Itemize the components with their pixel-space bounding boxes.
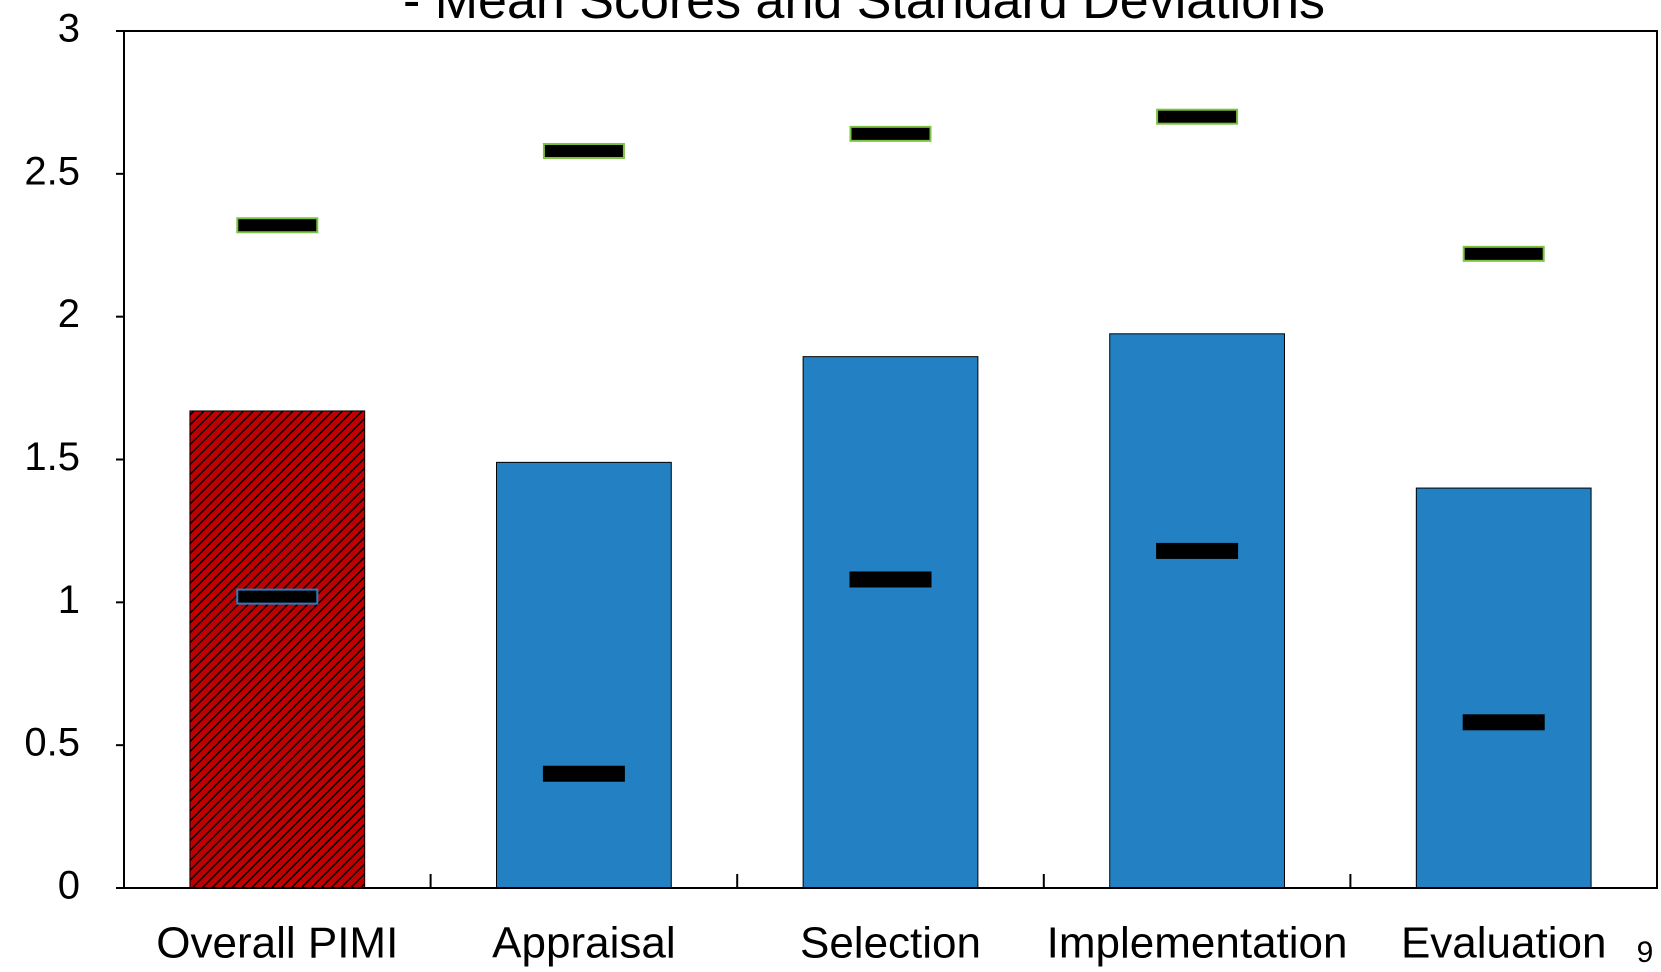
error-lower — [236, 588, 319, 605]
y-tick-label: 3 — [58, 7, 80, 51]
x-tick-label: Selection — [800, 919, 981, 968]
error-upper — [849, 125, 932, 142]
bar — [496, 461, 672, 889]
bar — [1109, 333, 1285, 889]
x-tick-label: Evaluation — [1401, 919, 1606, 968]
y-tick-label: 2 — [58, 292, 80, 336]
bar — [189, 410, 366, 889]
bar — [802, 356, 979, 889]
x-tick-label: Implementation — [1047, 919, 1348, 968]
x-tick-label: Overall PIMI — [156, 919, 398, 968]
chart-title: - Mean Scores and Standard Deviations — [403, 0, 1325, 30]
y-tick-label: 1 — [58, 578, 80, 622]
page-number: 9 — [1637, 936, 1654, 969]
error-upper — [236, 217, 319, 234]
error-lower — [849, 571, 932, 588]
error-upper — [1462, 245, 1545, 262]
y-tick-label: 0.5 — [24, 721, 80, 765]
error-lower — [1156, 542, 1239, 559]
error-lower — [542, 765, 625, 782]
error-lower — [1462, 714, 1545, 731]
y-tick-label: 1.5 — [24, 435, 80, 479]
plot-frame — [123, 30, 1658, 889]
y-tick-label: 2.5 — [24, 149, 80, 193]
y-tick-label: 0 — [58, 864, 80, 908]
error-upper — [542, 142, 625, 159]
bar — [1415, 487, 1592, 889]
x-tick-label: Appraisal — [492, 919, 675, 968]
error-upper — [1156, 108, 1239, 125]
